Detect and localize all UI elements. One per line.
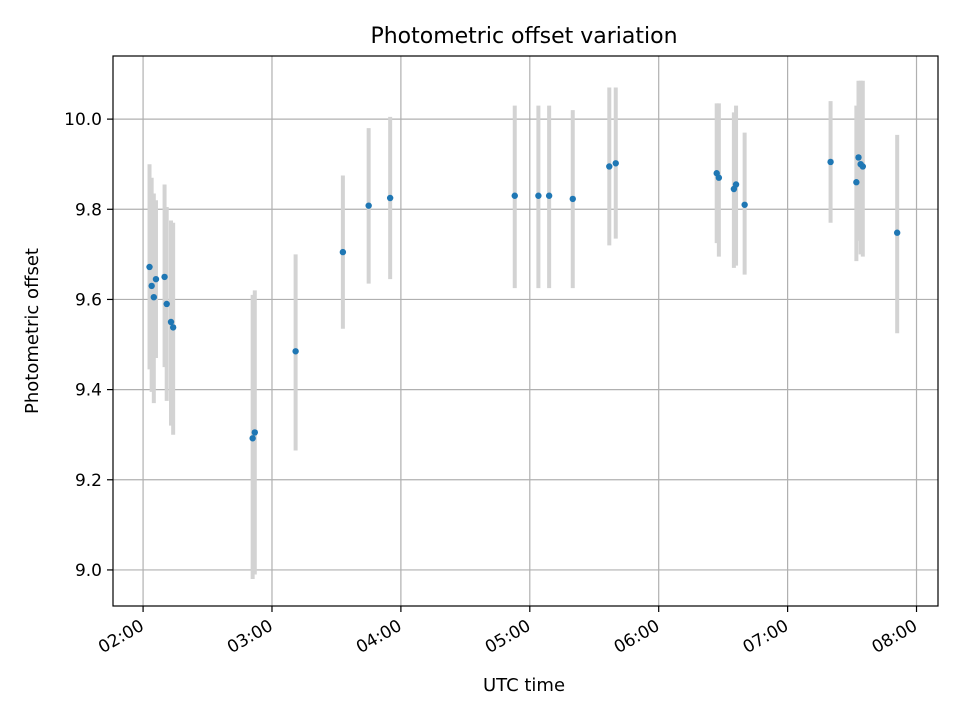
y-tick-label: 9.6 [75,290,102,310]
data-point [339,248,347,256]
y-axis-ticks: 9.0 9.2 9.4 9.6 9.8 10.0 [64,110,113,581]
x-axis-label: UTC time [483,675,565,696]
error-bars [147,80,900,579]
y-tick-label: 9.2 [75,471,102,491]
data-point [569,195,576,203]
data-point [251,429,258,436]
data-point [365,202,372,209]
data-point [386,194,394,202]
data-point [148,282,155,290]
data-point [146,263,153,271]
data-point [853,179,860,186]
chart-title: Photometric offset variation [370,24,677,49]
data-point [161,273,168,281]
data-point [859,163,867,170]
x-axis-ticks: 02:00 03:00 04:00 05:00 06:00 07:00 08:00 [95,606,921,658]
data-point [292,348,299,355]
x-tick-label: 07:00 [740,616,792,658]
grid [113,56,938,606]
y-tick-label: 9.0 [75,561,102,581]
y-tick-label: 10.0 [64,110,102,130]
data-point [150,293,158,301]
data-point [152,275,160,283]
x-tick-label: 03:00 [224,616,276,658]
data-point [715,174,723,181]
y-axis-label: Photometric offset [22,248,43,414]
plot-frame [112,55,939,607]
data-point [169,324,177,331]
y-tick-label: 9.8 [75,200,102,220]
data-point [167,318,175,326]
data-point [511,192,518,199]
x-tick-label: 02:00 [95,616,147,658]
x-tick-label: 04:00 [353,616,405,658]
data-points [146,154,901,442]
data-point [855,154,862,161]
x-tick-label: 05:00 [482,616,534,658]
x-tick-label: 06:00 [611,616,663,658]
y-tick-label: 9.4 [75,381,102,401]
x-tick-label: 08:00 [869,616,921,658]
data-point [612,160,619,167]
data-point [249,435,256,442]
data-point [827,158,834,166]
data-point [893,229,901,236]
data-point [545,192,553,199]
data-point [606,163,613,170]
data-point [535,192,542,199]
data-point [741,201,748,208]
data-point [163,300,170,308]
data-point [732,181,740,188]
